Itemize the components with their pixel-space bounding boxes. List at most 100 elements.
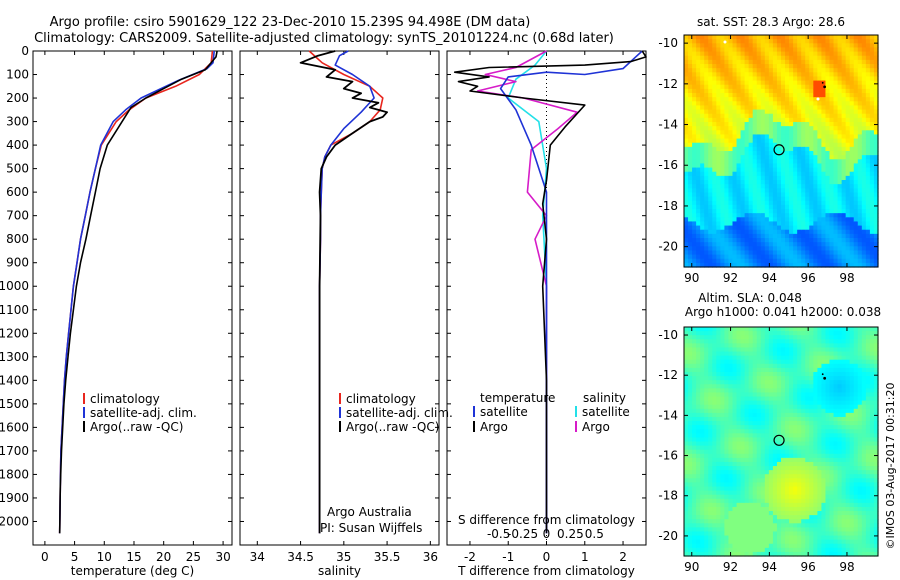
map-cell bbox=[861, 142, 867, 148]
map-cell bbox=[857, 246, 863, 252]
map-cell bbox=[797, 117, 802, 123]
map-cell bbox=[833, 59, 839, 65]
map-cell bbox=[696, 482, 701, 488]
map-cell bbox=[696, 213, 701, 218]
map-cell bbox=[700, 527, 705, 533]
map-cell bbox=[748, 68, 754, 73]
map-cell bbox=[837, 159, 843, 165]
map-cell bbox=[809, 396, 814, 402]
map-cell bbox=[821, 209, 827, 214]
map-cell bbox=[684, 396, 689, 402]
map-cell bbox=[724, 254, 730, 260]
map-cell bbox=[700, 258, 705, 264]
map-cell bbox=[752, 209, 758, 214]
map-cell bbox=[764, 363, 770, 369]
map-cell bbox=[720, 335, 726, 340]
map-cell bbox=[833, 250, 839, 256]
map-cell bbox=[696, 155, 701, 160]
map-cell bbox=[764, 134, 770, 140]
map-cell bbox=[772, 371, 778, 377]
map-cell bbox=[817, 371, 823, 377]
map-cell bbox=[692, 175, 697, 181]
map-cell bbox=[688, 453, 693, 459]
map-cell bbox=[756, 113, 762, 119]
map-cell bbox=[728, 482, 734, 488]
map-cell bbox=[817, 331, 823, 336]
map-cell bbox=[748, 400, 754, 406]
map-cell bbox=[760, 351, 766, 357]
map-cell bbox=[744, 200, 750, 206]
map-cell bbox=[797, 547, 802, 553]
map-cell bbox=[797, 88, 802, 94]
map-cell bbox=[704, 515, 709, 520]
map-cell bbox=[817, 482, 823, 488]
map-cell bbox=[781, 523, 786, 528]
map-cell bbox=[724, 543, 730, 549]
map-cell bbox=[845, 134, 851, 140]
map-cell bbox=[809, 355, 814, 361]
map-cell bbox=[857, 262, 863, 268]
map-cell bbox=[801, 93, 806, 98]
map-cell bbox=[801, 72, 806, 78]
map-cell bbox=[772, 474, 778, 479]
map-cell bbox=[760, 404, 766, 410]
map-cell bbox=[869, 142, 875, 148]
map-cell bbox=[688, 254, 693, 260]
map-cell bbox=[708, 113, 713, 119]
map-cell bbox=[817, 146, 823, 152]
map-cell bbox=[720, 527, 726, 533]
map-cell bbox=[696, 142, 701, 148]
map-cell bbox=[752, 490, 758, 496]
map-cell bbox=[768, 343, 774, 349]
map-cell bbox=[833, 84, 839, 90]
map-cell bbox=[825, 225, 831, 231]
map-cell bbox=[724, 35, 730, 40]
map-cell bbox=[849, 142, 855, 148]
map-cell bbox=[736, 55, 742, 61]
map-cell bbox=[825, 188, 831, 194]
map-cell bbox=[853, 250, 859, 256]
map-cell bbox=[821, 55, 827, 61]
map-cell bbox=[760, 327, 766, 332]
map-cell bbox=[865, 130, 871, 136]
x-axis-label: temperature (deg C) bbox=[71, 564, 194, 578]
map-cell bbox=[785, 466, 790, 471]
map-cell bbox=[817, 388, 823, 394]
map-cell bbox=[724, 478, 730, 483]
map-cell bbox=[865, 217, 871, 223]
map-cell bbox=[760, 429, 766, 434]
map-cell bbox=[776, 130, 782, 136]
map-cell bbox=[716, 511, 721, 516]
map-cell bbox=[829, 126, 835, 131]
map-cell bbox=[793, 523, 798, 528]
map-cell bbox=[797, 142, 802, 148]
map-cell bbox=[785, 233, 790, 239]
map-cell bbox=[700, 80, 705, 86]
map-cell bbox=[704, 258, 709, 264]
map-cell bbox=[756, 184, 762, 189]
map-cell bbox=[809, 188, 814, 194]
map-cell bbox=[797, 486, 802, 492]
map-cell bbox=[772, 437, 778, 443]
map-cell bbox=[736, 122, 742, 127]
map-cell bbox=[700, 457, 705, 463]
map-cell bbox=[736, 511, 742, 516]
map-cell bbox=[781, 494, 786, 500]
map-cell bbox=[785, 502, 790, 508]
map-cell bbox=[801, 217, 806, 223]
map-cell bbox=[724, 363, 730, 369]
map-cell bbox=[740, 502, 746, 508]
map-cell bbox=[813, 363, 818, 369]
map-cell bbox=[764, 97, 770, 102]
map-cell bbox=[861, 80, 867, 86]
map-cell bbox=[728, 421, 734, 426]
map-cell bbox=[720, 441, 726, 447]
map-cell bbox=[716, 474, 721, 479]
map-cell bbox=[793, 188, 798, 194]
map-cell bbox=[821, 134, 827, 140]
map-cell bbox=[817, 408, 823, 414]
map-cell bbox=[696, 531, 701, 537]
y-tick-label: 100 bbox=[6, 68, 29, 82]
map-cell bbox=[789, 204, 794, 210]
y-tick-label: 1500 bbox=[0, 397, 29, 411]
